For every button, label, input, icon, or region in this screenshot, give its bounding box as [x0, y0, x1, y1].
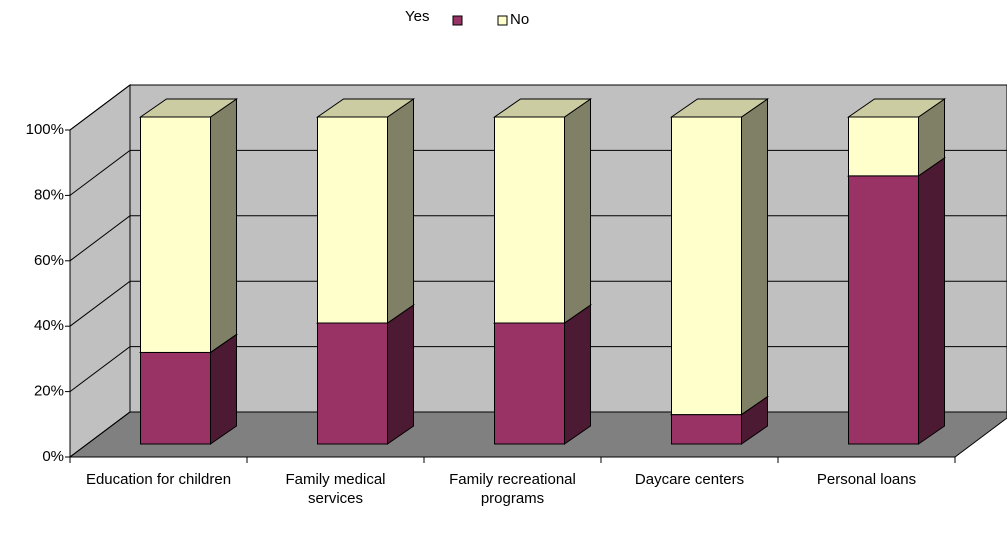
bar-front: [671, 414, 742, 445]
bar-top: [846, 98, 947, 118]
bar-top: [492, 98, 593, 118]
bar-front: [494, 322, 565, 445]
y-tick-label: 20%: [34, 383, 64, 400]
x-tick-label: Education for children: [85, 471, 232, 488]
bar-front: [317, 322, 388, 445]
bar-side: [918, 156, 945, 445]
bar-front: [848, 175, 919, 445]
grid-line: [69, 149, 131, 196]
bar-side: [387, 304, 414, 445]
bar-top: [669, 98, 770, 118]
grid-line: [69, 346, 131, 393]
legend-label: No: [510, 11, 529, 28]
x-tick-label: Personal loans: [816, 471, 917, 488]
bar-front: [848, 116, 919, 177]
bar-top: [138, 98, 239, 118]
bar-top: [315, 98, 416, 118]
x-tick-label: Daycare centers: [634, 471, 745, 488]
grid-line: [69, 280, 131, 327]
x-tick-label: Family medical services: [285, 471, 386, 507]
x-tick-label: Family recreational programs: [449, 471, 576, 507]
bar-front: [671, 116, 742, 416]
bar-side: [387, 98, 414, 324]
grid-line: [69, 84, 131, 131]
y-tick-label: 100%: [26, 121, 64, 138]
y-tick-label: 40%: [34, 317, 64, 334]
legend-swatch: [497, 15, 508, 26]
grid-line: [69, 411, 131, 458]
bar-front: [494, 116, 565, 324]
bar-side: [564, 304, 591, 445]
y-tick-label: 0%: [42, 448, 64, 465]
bar-side: [564, 98, 591, 324]
bar-side: [210, 333, 237, 445]
bar-front: [140, 351, 211, 445]
y-tick-label: 60%: [34, 252, 64, 269]
legend-swatch: [452, 15, 463, 26]
bar-front: [140, 116, 211, 353]
y-tick-label: 80%: [34, 186, 64, 203]
bar-side: [210, 98, 237, 354]
side-wall: [69, 84, 131, 458]
bar-side: [741, 98, 768, 416]
bar-front: [317, 116, 388, 324]
legend-label: Yes: [405, 8, 429, 25]
grid-line: [69, 215, 131, 262]
